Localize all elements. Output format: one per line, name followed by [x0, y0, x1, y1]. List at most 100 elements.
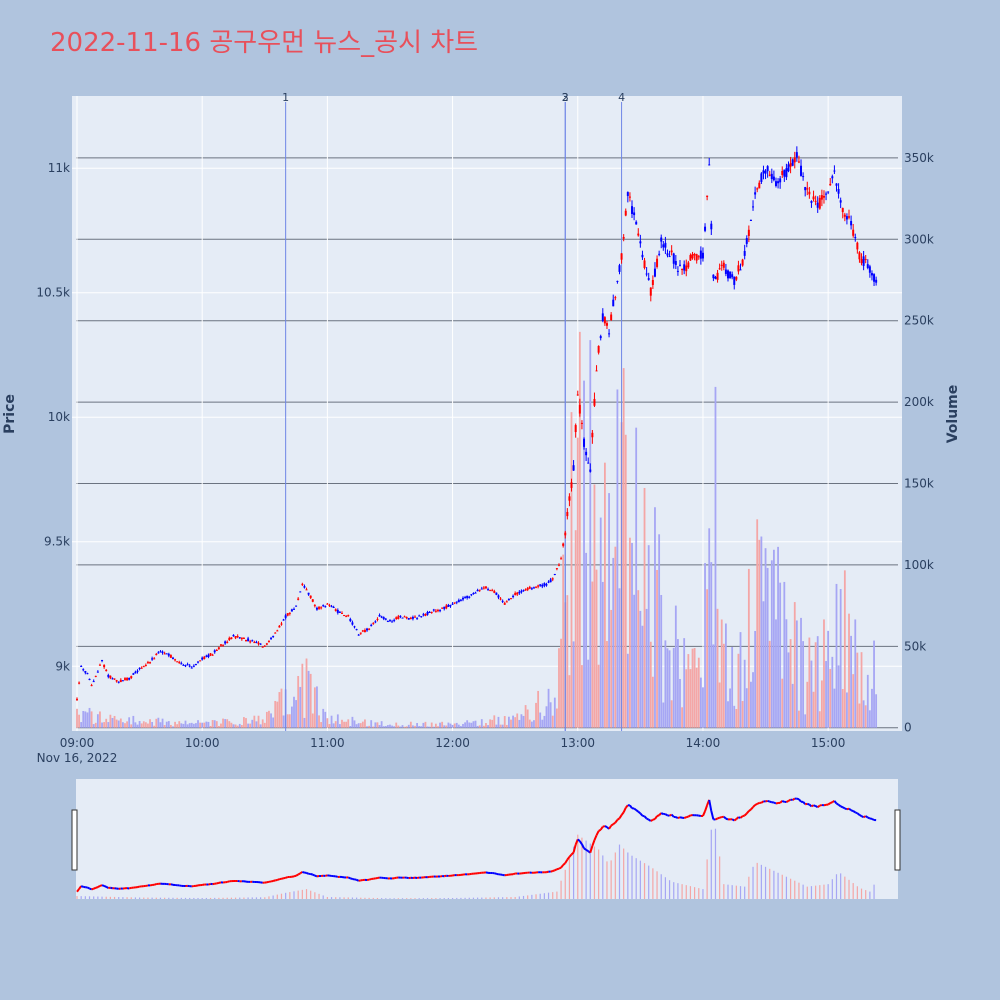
volume-bar	[130, 724, 133, 728]
candle-body	[810, 200, 813, 203]
candle-body	[219, 644, 222, 646]
candle-body	[679, 264, 682, 266]
slider-volume-bar	[739, 886, 742, 899]
candle-body	[770, 173, 773, 179]
candle-body	[165, 653, 168, 655]
volume-bar	[347, 719, 350, 728]
slider-price-segment	[616, 817, 621, 821]
news-markers: 1 23 4	[282, 91, 625, 731]
volume-bar	[92, 724, 95, 728]
slider-price-segment	[787, 798, 792, 802]
range-slider-left-handle[interactable]	[71, 809, 78, 871]
candle-body	[864, 259, 867, 261]
slider-volume-bar	[514, 897, 516, 899]
candle-body	[774, 181, 777, 186]
volume-bar	[772, 549, 775, 728]
volume-bar	[791, 683, 794, 728]
volume-bar	[562, 554, 565, 728]
volume-bar	[720, 619, 723, 728]
candle-body	[660, 237, 663, 242]
volume-bar	[722, 643, 725, 728]
volume-bar	[466, 720, 469, 728]
volume-bar	[539, 712, 542, 728]
volume-bar	[126, 721, 128, 728]
volume-bar	[416, 723, 419, 728]
volume-bar	[259, 724, 262, 728]
volume-bar	[361, 721, 364, 728]
time-tick-label: 13:00	[560, 736, 595, 750]
volume-bar	[228, 721, 231, 728]
range-slider-right-handle[interactable]	[894, 809, 901, 871]
candle-body	[349, 618, 352, 622]
candle-body	[203, 656, 206, 659]
volume-bar	[629, 537, 631, 728]
slider-price-segment	[558, 866, 562, 870]
slider-volume-bar	[527, 895, 529, 899]
volume-bar	[752, 672, 754, 728]
volume-bar	[645, 608, 648, 728]
volume-bar	[136, 724, 139, 728]
candle-body	[174, 659, 177, 661]
volume-bar	[497, 716, 500, 728]
candle-body	[735, 276, 738, 280]
volume-bar	[501, 724, 504, 728]
volume-bar	[612, 557, 615, 728]
slider-price-segment	[439, 875, 443, 878]
candle-body	[416, 618, 419, 620]
slider-volume-bar	[497, 897, 500, 899]
candle-body	[841, 208, 844, 213]
candle-body	[201, 657, 204, 660]
candle-body	[426, 612, 429, 615]
slider-price-segment	[844, 807, 848, 811]
price-axis: 9k 9.5k 10k 10.5k 11k	[36, 161, 70, 673]
slider-price-segment	[725, 817, 729, 821]
range-slider[interactable]	[76, 779, 898, 899]
volume-bar	[220, 723, 222, 728]
candle-body	[247, 638, 250, 642]
candle-body	[587, 462, 590, 464]
candle-body	[263, 645, 266, 647]
volume-bar	[274, 700, 277, 728]
volume-bar	[499, 724, 502, 728]
candle-body	[403, 616, 406, 618]
volume-bar	[437, 726, 439, 728]
slider-volume-bar	[764, 866, 767, 899]
volume-bar	[576, 437, 579, 728]
slider-volume-bar	[547, 892, 550, 899]
candle-body	[130, 676, 133, 679]
slider-volume-bar	[239, 897, 241, 899]
candle-body	[119, 679, 122, 683]
slider-volume-bar	[789, 878, 792, 899]
slider-price-segment	[103, 884, 107, 888]
candle-body	[808, 191, 811, 195]
volume-bar	[153, 725, 156, 728]
candle-body	[839, 200, 842, 203]
slider-volume-bar	[460, 897, 462, 899]
slider-volume-bar	[339, 897, 341, 899]
volume-bar	[297, 675, 300, 728]
volume-bar	[616, 389, 619, 728]
candle-body	[570, 482, 573, 488]
slider-price-segment	[272, 879, 276, 882]
volume-bar	[328, 724, 331, 728]
candle-body	[117, 681, 120, 683]
slider-volume-bar	[247, 897, 249, 899]
candle-body	[758, 182, 761, 189]
candle-body	[535, 586, 538, 588]
slider-volume-bar	[426, 898, 429, 899]
volume-bar	[142, 721, 145, 728]
candle-body	[501, 600, 504, 602]
volume-tick-label: 200k	[904, 395, 934, 409]
slider-price-segment	[802, 801, 806, 805]
volume-bar	[495, 724, 498, 728]
candle-body	[656, 258, 659, 267]
slider-volume-bar	[785, 876, 788, 899]
slider-volume-bar	[531, 894, 533, 899]
volume-bar	[178, 721, 181, 728]
candle-body	[455, 601, 458, 603]
slider-price-segment	[552, 869, 556, 872]
candle-body	[716, 272, 719, 280]
slider-volume-bar	[656, 871, 658, 899]
candle-body	[276, 630, 279, 632]
candle-body	[670, 250, 673, 253]
